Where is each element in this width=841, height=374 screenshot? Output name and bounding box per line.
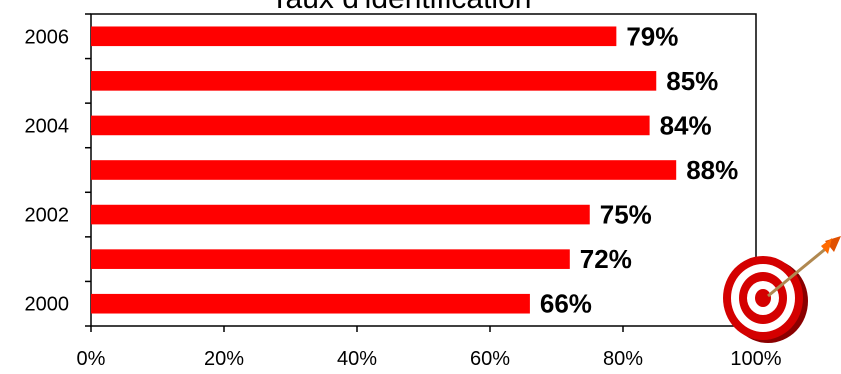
bar-2000 (91, 293, 530, 314)
data-label-2002: 75% (600, 200, 652, 230)
data-label-2003: 88% (686, 155, 738, 185)
data-label-2000: 66% (540, 289, 592, 319)
chart-title: Taux d'identification (271, 0, 532, 15)
y-tick-label-2004: 2004 (25, 115, 70, 137)
x-tick-label-100: 100% (730, 348, 781, 370)
bar-2006 (91, 26, 617, 47)
bar-2005 (91, 71, 657, 91)
bar-2001 (91, 249, 570, 269)
y-tick-label-2006: 2006 (25, 26, 70, 48)
x-tick-label-20: 20% (204, 348, 244, 370)
data-label-2001: 72% (580, 244, 632, 274)
data-label-2006: 79% (626, 21, 678, 51)
x-tick-label-40: 40% (337, 348, 377, 370)
x-tick-label-0: 0% (77, 348, 106, 370)
bar-2002 (91, 204, 590, 225)
data-label-2005: 85% (666, 66, 718, 96)
bar-2004 (91, 115, 650, 136)
x-tick-label-80: 80% (603, 348, 643, 370)
bar-2003 (91, 160, 677, 180)
data-label-2004: 84% (660, 110, 712, 140)
x-tick-label-60: 60% (470, 348, 510, 370)
y-tick-label-2002: 2002 (25, 205, 70, 227)
y-tick-label-2000: 2000 (25, 294, 70, 316)
target-with-arrow-icon (723, 236, 841, 343)
